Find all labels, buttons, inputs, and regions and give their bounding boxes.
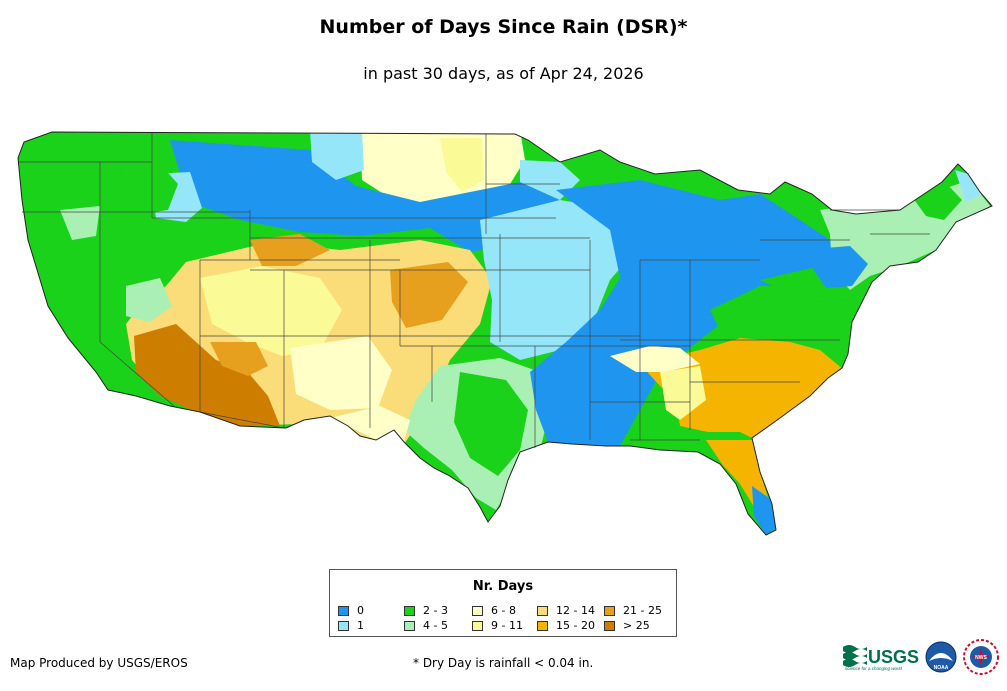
legend-item-5: 9 - 11 [472,619,523,632]
legend-label: 2 - 3 [423,604,448,617]
legend-item-2: 2 - 3 [404,604,448,617]
legend-label: > 25 [623,619,650,632]
legend-label: 0 [357,604,364,617]
legend-swatch [472,620,483,631]
legend-swatch [604,620,615,631]
legend-item-4: 6 - 8 [472,604,516,617]
legend-item-3: 4 - 5 [404,619,448,632]
nws-compass-icon [972,648,990,666]
usgs-logo: USGS science for a changing world [843,643,921,675]
legend-label: 6 - 8 [491,604,516,617]
legend-swatch [537,605,548,616]
legend-swatch [604,605,615,616]
legend-item-6: 12 - 14 [537,604,595,617]
legend-item-9: > 25 [604,619,650,632]
nws-wordmark: NWS [975,655,987,661]
usgs-wave-icon [843,645,867,667]
map-producer-credit: Map Produced by USGS/EROS [10,656,188,670]
legend-swatch [472,605,483,616]
legend: Nr. Days 0 1 2 - 3 4 - 5 6 - 8 9 - 11 12… [329,569,677,637]
legend-label: 4 - 5 [423,619,448,632]
map-title: Number of Days Since Rain (DSR)* [319,16,688,38]
legend-swatch [404,620,415,631]
legend-label: 1 [357,619,364,632]
nws-logo: NWS [963,639,999,679]
legend-item-7: 15 - 20 [537,619,595,632]
legend-label: 15 - 20 [556,619,595,632]
legend-label: 21 - 25 [623,604,662,617]
dry-day-footnote: * Dry Day is rainfall < 0.04 in. [413,656,594,670]
us-dsr-map [17,131,993,536]
legend-label: 9 - 11 [491,619,523,632]
legend-item-1: 1 [338,619,364,632]
usgs-wordmark: USGS [868,647,919,667]
map-subtitle: in past 30 days, as of Apr 24, 2026 [363,64,644,83]
legend-swatch [338,605,349,616]
legend-swatch [537,620,548,631]
noaa-bird-icon [929,653,953,661]
legend-item-0: 0 [338,604,364,617]
noaa-logo: NOAA [925,641,957,677]
legend-item-8: 21 - 25 [604,604,662,617]
legend-swatch [338,620,349,631]
legend-swatch [404,605,415,616]
legend-title: Nr. Days [472,579,534,594]
legend-label: 12 - 14 [556,604,595,617]
noaa-wordmark: NOAA [934,665,949,671]
usgs-tagline: science for a changing world [845,666,903,671]
